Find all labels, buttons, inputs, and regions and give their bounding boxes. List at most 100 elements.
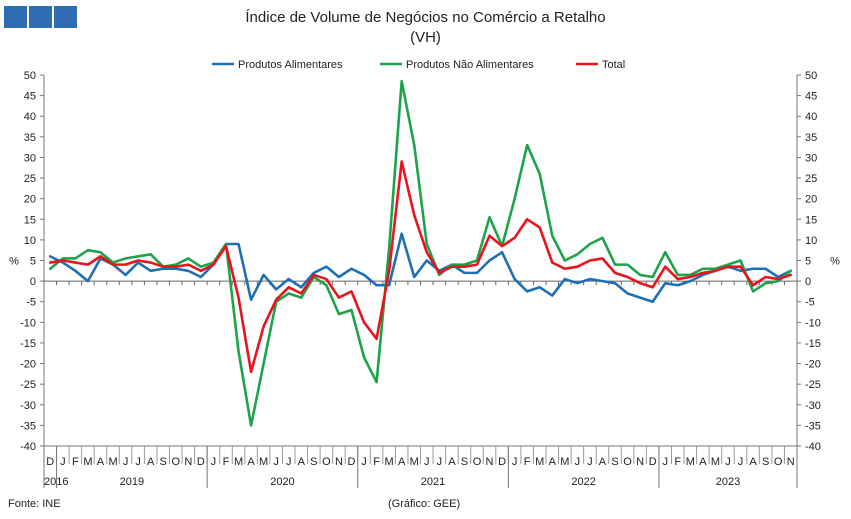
x-tick-label: J bbox=[273, 456, 279, 468]
data-point bbox=[664, 265, 667, 268]
data-point bbox=[639, 282, 642, 285]
y-tick-label-right: -30 bbox=[805, 400, 821, 412]
data-point bbox=[187, 263, 190, 266]
data-point bbox=[601, 257, 604, 260]
data-point bbox=[61, 261, 64, 264]
data-point bbox=[538, 286, 541, 289]
x-tick-label: A bbox=[97, 456, 105, 468]
data-point bbox=[651, 300, 654, 303]
y-tick-label-right: -5 bbox=[805, 297, 815, 309]
data-point bbox=[576, 253, 579, 256]
data-point bbox=[199, 275, 202, 278]
data-point bbox=[551, 234, 554, 237]
data-point bbox=[438, 273, 441, 276]
data-point bbox=[212, 263, 215, 266]
x-tick-label: S bbox=[310, 456, 317, 468]
data-point bbox=[250, 424, 253, 427]
x-tick-label: J bbox=[662, 456, 668, 468]
y-tick-label-left: -30 bbox=[20, 400, 36, 412]
logo-block bbox=[4, 6, 27, 28]
data-point bbox=[501, 245, 504, 248]
data-point bbox=[764, 282, 767, 285]
x-tick-label: J bbox=[211, 456, 217, 468]
data-point bbox=[363, 356, 366, 359]
data-point bbox=[337, 275, 340, 278]
x-tick-label: O bbox=[473, 456, 482, 468]
x-tick-label: M bbox=[385, 456, 394, 468]
y-tick-label-left: 10 bbox=[24, 235, 36, 247]
data-point bbox=[676, 278, 679, 281]
x-tick-label: M bbox=[560, 456, 569, 468]
y-tick-label-left: -25 bbox=[20, 379, 36, 391]
data-point bbox=[262, 273, 265, 276]
y-tick-label-left: -10 bbox=[20, 317, 36, 329]
year-label: 2019 bbox=[120, 476, 144, 488]
data-point bbox=[86, 280, 89, 283]
x-tick-label: F bbox=[524, 456, 531, 468]
data-point bbox=[513, 197, 516, 200]
legend-label: Total bbox=[602, 59, 625, 71]
x-tick-label: M bbox=[711, 456, 720, 468]
x-tick-label: O bbox=[322, 456, 331, 468]
x-tick-label: N bbox=[787, 456, 795, 468]
x-tick-label: S bbox=[160, 456, 167, 468]
y-tick-label-left: -20 bbox=[20, 359, 36, 371]
data-point bbox=[501, 251, 504, 254]
data-point bbox=[413, 144, 416, 147]
data-point bbox=[275, 298, 278, 301]
x-tick-label: A bbox=[699, 456, 707, 468]
x-tick-label: D bbox=[649, 456, 657, 468]
data-point bbox=[777, 280, 780, 283]
x-tick-label: J bbox=[575, 456, 581, 468]
data-point bbox=[250, 298, 253, 301]
data-point bbox=[450, 263, 453, 266]
data-point bbox=[74, 269, 77, 272]
data-point bbox=[250, 370, 253, 373]
y-tick-label-left: -15 bbox=[20, 338, 36, 350]
x-tick-label: N bbox=[335, 456, 343, 468]
data-point bbox=[149, 269, 152, 272]
series-line bbox=[48, 79, 793, 427]
data-point bbox=[325, 278, 328, 281]
series-line bbox=[48, 232, 793, 304]
x-tick-label: D bbox=[498, 456, 506, 468]
data-point bbox=[601, 236, 604, 239]
data-point bbox=[450, 265, 453, 268]
y-tick-label-left: 35 bbox=[24, 132, 36, 144]
data-point bbox=[664, 251, 667, 254]
data-point bbox=[551, 294, 554, 297]
data-point bbox=[563, 278, 566, 281]
data-point bbox=[174, 263, 177, 266]
data-point bbox=[513, 278, 516, 281]
data-point bbox=[137, 255, 140, 258]
data-point bbox=[237, 296, 240, 299]
data-point bbox=[425, 243, 428, 246]
data-point bbox=[74, 261, 77, 264]
x-tick-label: J bbox=[135, 456, 141, 468]
y-tick-label-left: 45 bbox=[24, 91, 36, 103]
series-1 bbox=[48, 79, 793, 427]
data-point bbox=[689, 273, 692, 276]
y-tick-label-right: 10 bbox=[805, 235, 817, 247]
data-point bbox=[739, 265, 742, 268]
data-point bbox=[475, 263, 478, 266]
data-point bbox=[777, 275, 780, 278]
data-point bbox=[224, 243, 227, 246]
y-axis-label-right: % bbox=[830, 256, 840, 268]
data-point bbox=[701, 271, 704, 274]
data-point bbox=[752, 267, 755, 270]
chart-subtitle: (VH) bbox=[410, 29, 441, 46]
y-tick-label-right: 20 bbox=[805, 194, 817, 206]
x-tick-label: O bbox=[623, 456, 632, 468]
series-line bbox=[48, 160, 793, 374]
x-tick-label: J bbox=[361, 456, 367, 468]
y-tick-label-right: 15 bbox=[805, 214, 817, 226]
data-point bbox=[714, 269, 717, 272]
series-0 bbox=[48, 232, 793, 304]
data-point bbox=[124, 257, 127, 260]
data-point bbox=[576, 282, 579, 285]
x-tick-label: J bbox=[738, 456, 744, 468]
year-label: 2016 bbox=[44, 476, 68, 488]
series-2 bbox=[48, 160, 793, 374]
